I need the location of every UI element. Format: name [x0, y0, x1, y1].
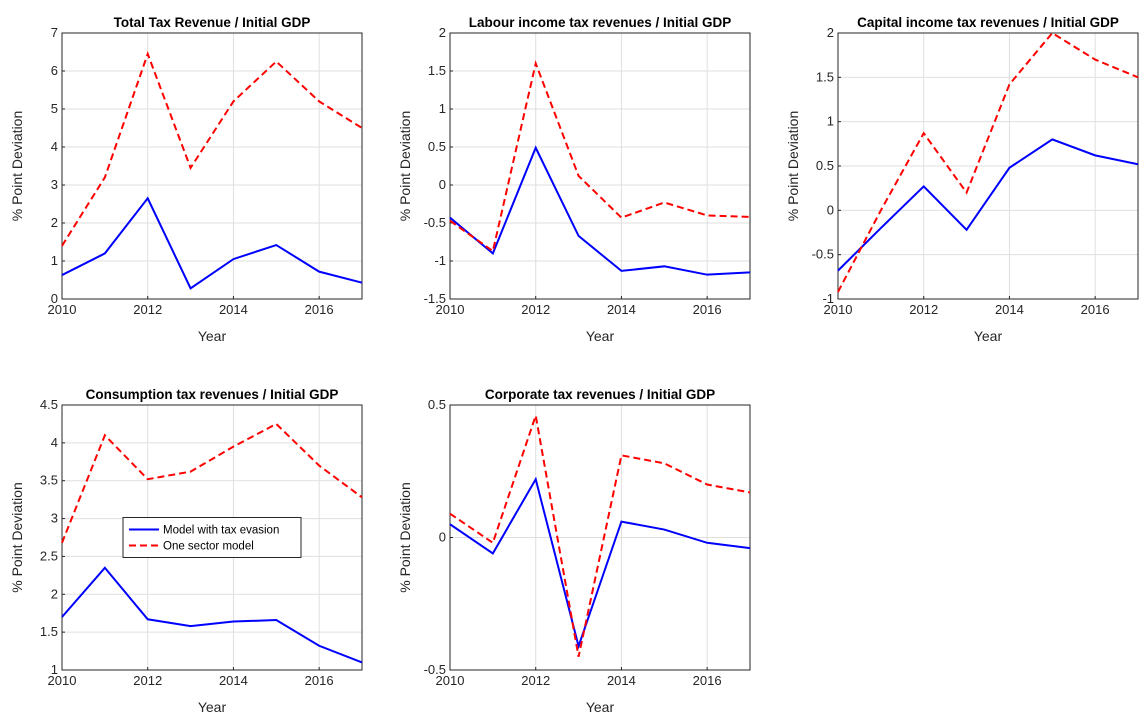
y-tick-label: 6	[51, 63, 58, 78]
legend-label: One sector model	[163, 541, 254, 553]
data-line	[449, 476, 751, 650]
x-axis-label: Year	[198, 699, 227, 714]
x-tick-label: 2016	[693, 673, 722, 688]
y-tick-label: -1	[822, 291, 834, 306]
chart-title: Capital income tax revenues / Initial GD…	[857, 15, 1119, 30]
legend-box	[122, 517, 302, 558]
x-axis-label: Year	[586, 699, 615, 714]
x-tick-label: 2010	[48, 302, 77, 317]
y-tick-label: 0	[827, 202, 834, 217]
y-tick-label: 3.5	[40, 473, 58, 488]
y-tick-label: 7	[51, 25, 58, 40]
y-tick-label: 1.5	[816, 69, 834, 84]
x-axis-label: Year	[974, 328, 1003, 344]
axes-frame	[61, 32, 363, 300]
y-tick-label: -0.5	[424, 662, 446, 677]
x-tick-label: 2016	[1081, 302, 1110, 317]
x-tick-label: 2014	[607, 302, 636, 317]
data-line	[61, 422, 363, 544]
subplot: 2010 2012 2014 2016 1 1.5 2 2.5 3 3.5 4 4.5 Consumpt…	[9, 387, 363, 714]
x-tick-label: 2012	[521, 302, 550, 317]
x-tick-label: 2012	[133, 302, 162, 317]
y-tick-label: 4	[51, 435, 58, 450]
chart-title: Total Tax Revenue / Initial GDP	[114, 15, 311, 30]
subplot: 2010 2012 2014 2016 -0.5 0 0.5 Corporate tax re…	[397, 387, 751, 714]
y-tick-label: 1.5	[428, 63, 446, 78]
x-tick-label: 2016	[693, 302, 722, 317]
data-line	[837, 31, 1139, 293]
x-tick-label: 2016	[305, 302, 334, 317]
y-tick-label: 1	[51, 662, 58, 677]
x-tick-label: 2012	[133, 673, 162, 688]
data-line	[61, 50, 363, 247]
subplot: 2010 2012 2014 2016 -1 -0.5 0 0.5 1 1.5 2 Capital i…	[785, 15, 1139, 344]
y-tick-label: 3	[51, 177, 58, 192]
subplot: 2010 2012 2014 2016 0 1 2 3 4 5 6 7 Total Tax Revenu…	[9, 15, 363, 344]
x-tick-label: 2016	[305, 673, 334, 688]
data-line	[61, 196, 363, 290]
x-axis-label: Year	[198, 328, 227, 344]
x-tick-label: 2010	[436, 302, 465, 317]
y-tick-label: 0	[439, 530, 446, 545]
subplot: 2010 2012 2014 2016 -1.5 -1 -0.5 0 0.5 1 1.5 2 Labou…	[397, 15, 751, 344]
data-line	[449, 145, 751, 276]
y-tick-label: 0	[51, 291, 58, 306]
y-tick-label: 2.5	[40, 548, 58, 563]
legend: Model with tax evasion One sector model	[122, 517, 302, 558]
y-axis-label: % Point Deviation	[397, 482, 413, 593]
x-tick-label: 2010	[48, 673, 77, 688]
y-axis-label: % Point Deviation	[785, 111, 801, 222]
y-tick-label: -0.5	[424, 215, 446, 230]
y-tick-label: -0.5	[812, 247, 834, 262]
x-tick-label: 2012	[521, 673, 550, 688]
y-tick-label: 2	[827, 25, 834, 40]
y-axis-label: % Point Deviation	[9, 482, 25, 593]
chart-title: Corporate tax revenues / Initial GDP	[485, 387, 715, 402]
data-line	[449, 59, 751, 253]
y-axis-label: % Point Deviation	[9, 111, 25, 222]
y-tick-label: 1	[827, 114, 834, 129]
chart-title: Labour income tax revenues / Initial GDP	[469, 15, 732, 30]
y-tick-label: 4.5	[40, 397, 58, 412]
y-axis-label: % Point Deviation	[397, 111, 413, 222]
axes-frame	[61, 404, 363, 671]
y-tick-label: 5	[51, 101, 58, 116]
chart-title: Consumption tax revenues / Initial GDP	[86, 387, 339, 402]
y-tick-label: 2	[51, 215, 58, 230]
y-tick-label: 1	[51, 253, 58, 268]
y-tick-label: 1	[439, 101, 446, 116]
y-tick-label: -1.5	[424, 291, 446, 306]
y-tick-label: 3	[51, 511, 58, 526]
axes-frame	[449, 32, 751, 300]
x-tick-label: 2010	[824, 302, 853, 317]
y-tick-label: 2	[51, 586, 58, 601]
y-tick-label: 0	[439, 177, 446, 192]
y-tick-label: 0.5	[816, 158, 834, 173]
data-line	[837, 138, 1139, 272]
y-tick-label: 0.5	[428, 139, 446, 154]
y-tick-label: 4	[51, 139, 58, 154]
x-tick-label: 2014	[219, 302, 248, 317]
x-tick-label: 2010	[436, 673, 465, 688]
x-axis-label: Year	[586, 328, 615, 344]
x-tick-label: 2014	[995, 302, 1024, 317]
data-line	[61, 566, 363, 664]
y-tick-label: 1.5	[40, 624, 58, 639]
y-tick-label: 0.5	[428, 397, 446, 412]
x-tick-label: 2014	[219, 673, 248, 688]
y-tick-label: -1	[434, 253, 446, 268]
legend-label: Model with tax evasion	[163, 525, 279, 537]
x-tick-label: 2012	[909, 302, 938, 317]
y-tick-label: 2	[439, 25, 446, 40]
x-tick-label: 2014	[607, 673, 636, 688]
data-line	[449, 415, 751, 657]
